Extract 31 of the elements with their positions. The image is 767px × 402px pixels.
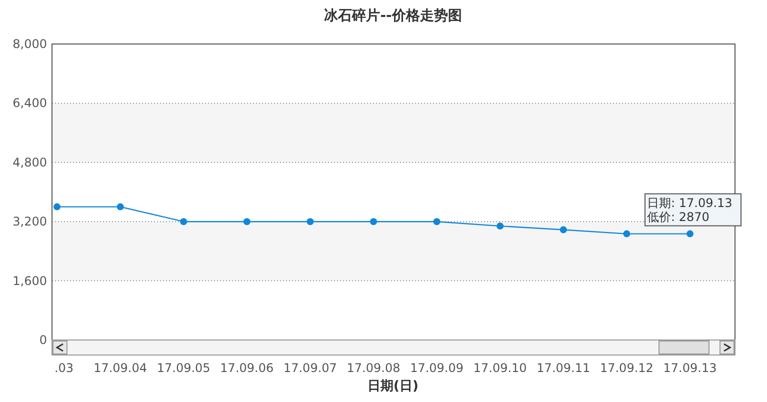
point: [496, 222, 504, 230]
x-tick-label: 17.09.09: [410, 361, 464, 375]
x-tick-label: 17.09.08: [346, 361, 400, 375]
point: [560, 226, 567, 234]
x-tick-label: 17.09.04: [94, 361, 148, 375]
x-axis-title: 日期(日): [368, 379, 418, 394]
x-tick-label: 17.09.13: [663, 361, 717, 375]
x-tick-label: 17.09.06: [220, 361, 274, 375]
point: [623, 230, 630, 238]
y-tick-label: 8,000: [12, 37, 47, 51]
x-tick-label: 17.09.12: [600, 361, 654, 375]
x-tick-label: 17.09.07: [283, 361, 337, 375]
annotation: 日期: 17.09.13 低价: 2870: [647, 196, 732, 224]
x-tick-label: 17.09.10: [473, 361, 527, 375]
point: [306, 218, 314, 226]
y-tick-label: 1,600: [12, 274, 47, 288]
y-tick-label: 3,200: [12, 214, 47, 229]
point: [243, 218, 250, 226]
point: [433, 218, 440, 226]
y-tick-label: 6,400: [12, 96, 47, 110]
point: [116, 203, 124, 210]
y-tick-label: 4,800: [12, 155, 47, 170]
x-tick-label: 17.09.05: [156, 361, 210, 375]
x-tick-label: .03: [54, 361, 74, 375]
point: [180, 218, 188, 226]
chart-title: 冰石碎片--价格走势图: [324, 7, 462, 24]
point: [370, 218, 377, 226]
y-tick-label: 0: [39, 333, 47, 347]
point: [686, 230, 694, 238]
point: [54, 203, 60, 210]
x-tick-label: 17.09.11: [536, 361, 590, 375]
